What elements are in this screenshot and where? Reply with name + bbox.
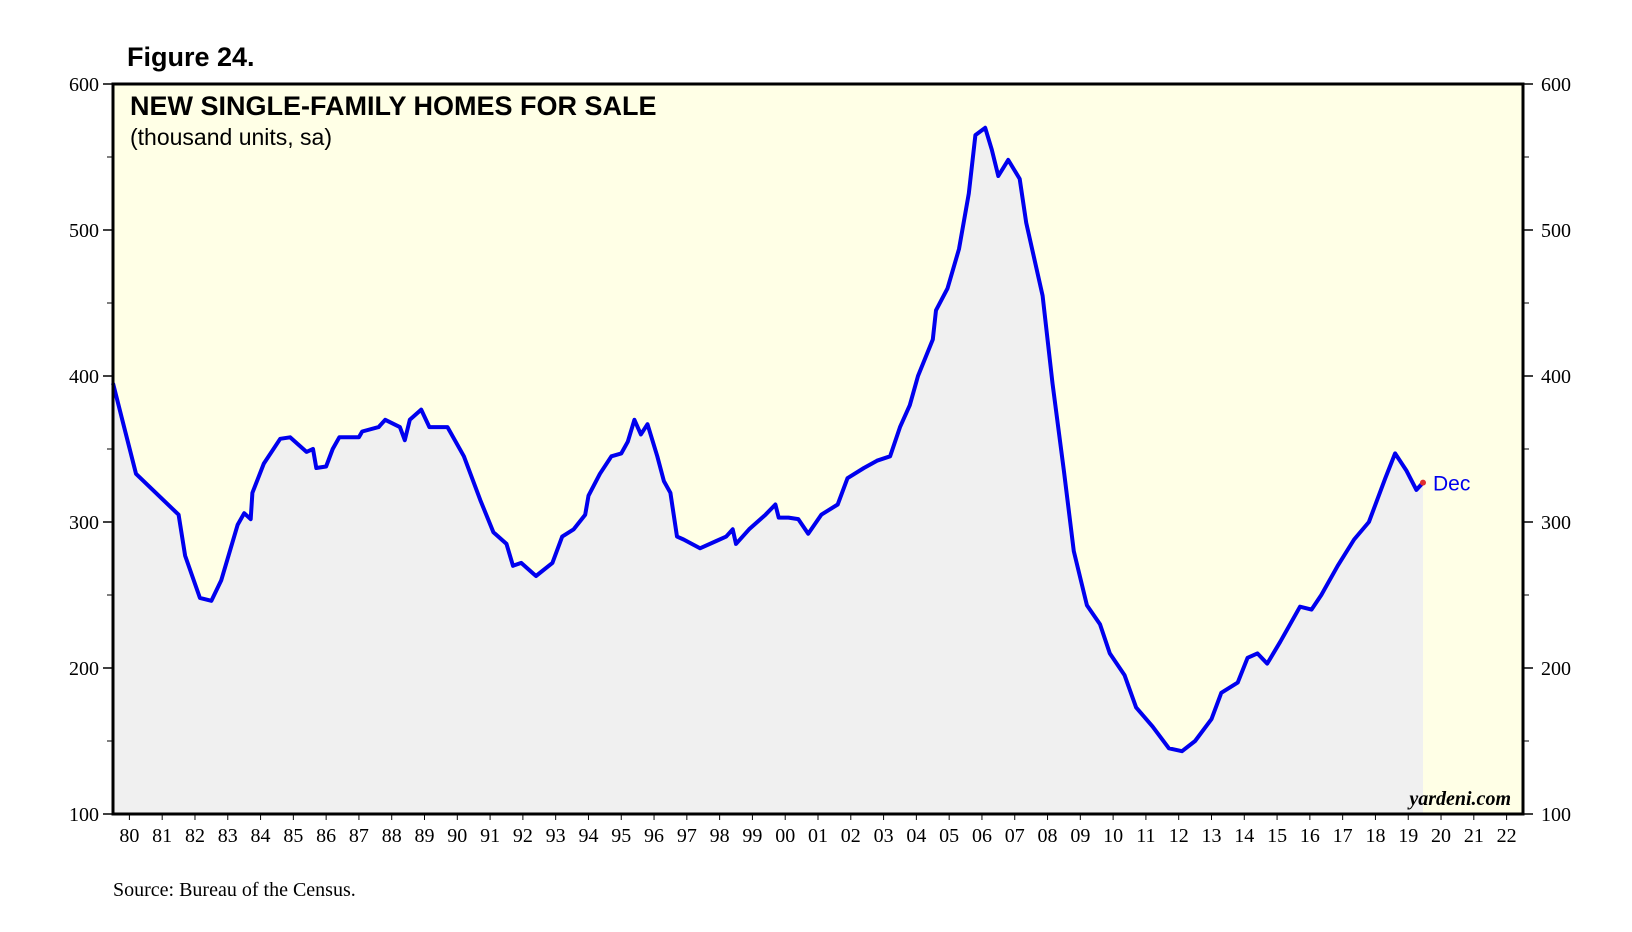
y2-tick-label: 400 <box>1541 366 1571 388</box>
y2-tick-label: 300 <box>1541 512 1571 534</box>
x-tick-label: 84 <box>251 825 271 847</box>
x-tick-label: 20 <box>1431 825 1451 847</box>
x-tick-label: 08 <box>1038 825 1058 847</box>
x-tick-label: 22 <box>1497 825 1517 847</box>
chart-title: NEW SINGLE-FAMILY HOMES FOR SALE <box>130 91 657 121</box>
x-tick-label: 93 <box>546 825 566 847</box>
x-tick-label: 96 <box>644 825 664 847</box>
x-tick-label: 99 <box>742 825 762 847</box>
y2-tick-label: 600 <box>1541 74 1571 96</box>
x-tick-label: 97 <box>677 825 697 847</box>
x-tick-label: 09 <box>1070 825 1090 847</box>
chart-subtitle: (thousand units, sa) <box>130 124 332 150</box>
x-tick-label: 02 <box>841 825 861 847</box>
x-tick-label: 12 <box>1169 825 1189 847</box>
y-tick-label: 400 <box>69 366 99 388</box>
y-tick-label: 100 <box>69 804 99 826</box>
x-tick-label: 18 <box>1365 825 1385 847</box>
watermark: yardeni.com <box>1407 788 1511 810</box>
line <box>111 125 1425 754</box>
annotation: Dec <box>1433 473 1470 496</box>
x-tick-label: 11 <box>1136 825 1155 847</box>
source-note: Source: Bureau of the Census. <box>113 879 356 901</box>
x-tick-label: 06 <box>972 825 992 847</box>
last-point <box>1419 479 1426 486</box>
y-tick-label: 200 <box>69 658 99 680</box>
x-tick-label: 83 <box>218 825 238 847</box>
x-tick-label: 91 <box>480 825 500 847</box>
x-tick-label: 00 <box>775 825 795 847</box>
x-tick-label: 85 <box>283 825 303 847</box>
x-tick-label: 16 <box>1300 825 1320 847</box>
x-tick-label: 92 <box>513 825 533 847</box>
x-tick-label: 13 <box>1201 825 1221 847</box>
x-tick-label: 21 <box>1464 825 1484 847</box>
y2-tick-label: 500 <box>1541 220 1571 242</box>
y2-tick-label: 100 <box>1541 804 1571 826</box>
y-tick-label: 300 <box>69 512 99 534</box>
y-tick-label: 500 <box>69 220 99 242</box>
y-tick-label: 600 <box>69 74 99 96</box>
x-tick-label: 10 <box>1103 825 1123 847</box>
x-tick-label: 05 <box>939 825 959 847</box>
x-tick-label: 81 <box>152 825 172 847</box>
x-tick-label: 86 <box>316 825 336 847</box>
x-tick-label: 17 <box>1333 825 1353 847</box>
x-tick-label: 87 <box>349 825 369 847</box>
x-tick-label: 80 <box>119 825 139 847</box>
x-tick-label: 14 <box>1234 825 1254 847</box>
x-tick-label: 19 <box>1398 825 1418 847</box>
x-tick-label: 82 <box>185 825 205 847</box>
figure-label: Figure 24. <box>127 42 255 72</box>
y2-tick-label: 200 <box>1541 658 1571 680</box>
x-tick-label: 01 <box>808 825 828 847</box>
x-tick-label: 90 <box>447 825 467 847</box>
x-tick-label: 95 <box>611 825 631 847</box>
x-tick-label: 94 <box>578 825 598 847</box>
x-tick-label: 89 <box>415 825 435 847</box>
x-tick-label: 04 <box>906 825 926 847</box>
x-tick-label: 07 <box>1005 825 1025 847</box>
area <box>113 127 1423 815</box>
x-tick-label: 88 <box>382 825 402 847</box>
x-tick-label: 15 <box>1267 825 1287 847</box>
x-tick-label: 03 <box>874 825 894 847</box>
x-tick-label: 98 <box>710 825 730 847</box>
